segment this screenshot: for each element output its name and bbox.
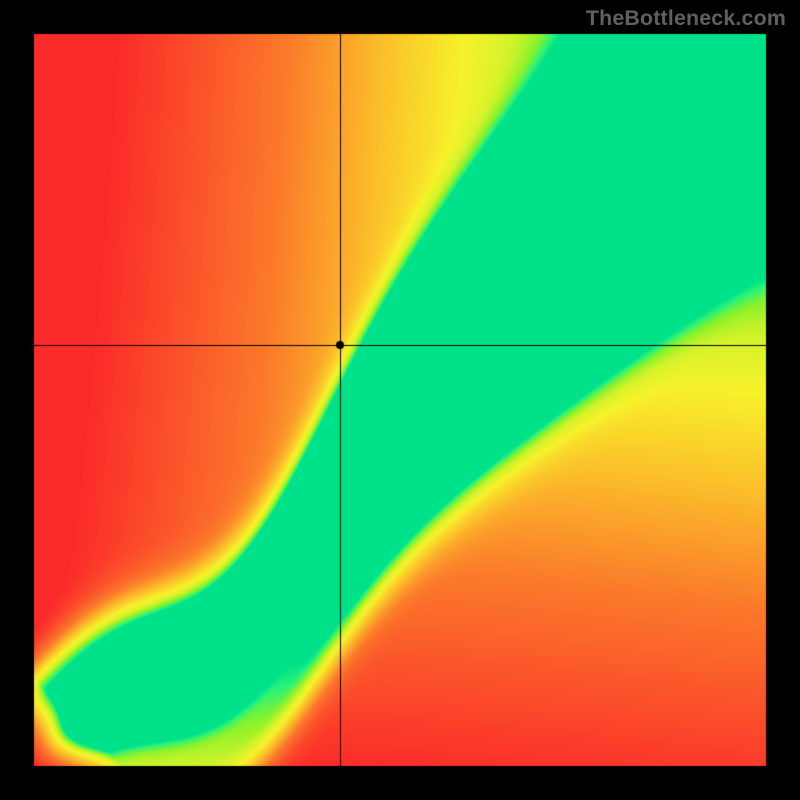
chart-container: TheBottleneck.com bbox=[0, 0, 800, 800]
heatmap-canvas bbox=[0, 0, 800, 800]
watermark-text: TheBottleneck.com bbox=[586, 6, 786, 31]
